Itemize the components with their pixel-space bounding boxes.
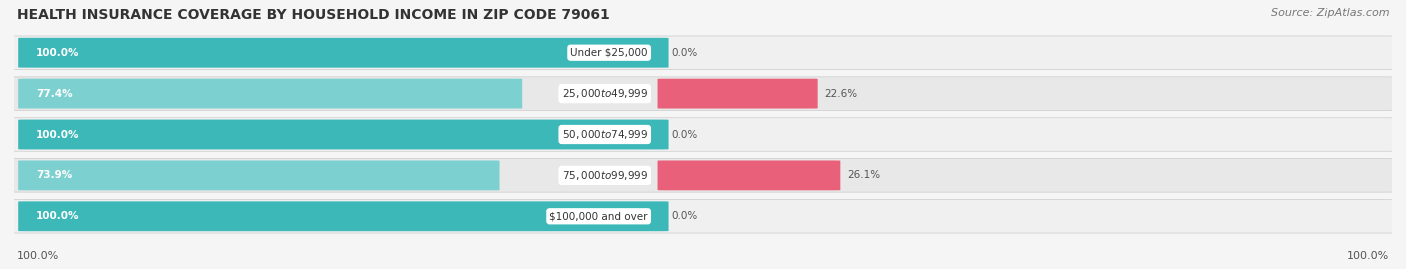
Text: HEALTH INSURANCE COVERAGE BY HOUSEHOLD INCOME IN ZIP CODE 79061: HEALTH INSURANCE COVERAGE BY HOUSEHOLD I… <box>17 8 610 22</box>
FancyBboxPatch shape <box>7 36 1399 69</box>
Text: 26.1%: 26.1% <box>848 170 880 180</box>
FancyBboxPatch shape <box>7 200 1399 233</box>
Text: $75,000 to $99,999: $75,000 to $99,999 <box>561 169 648 182</box>
Text: $25,000 to $49,999: $25,000 to $49,999 <box>561 87 648 100</box>
FancyBboxPatch shape <box>18 38 669 68</box>
FancyBboxPatch shape <box>18 161 499 190</box>
Text: 100.0%: 100.0% <box>1347 251 1389 261</box>
Text: 0.0%: 0.0% <box>671 48 697 58</box>
FancyBboxPatch shape <box>18 79 522 108</box>
FancyBboxPatch shape <box>658 161 841 190</box>
Text: 100.0%: 100.0% <box>17 251 59 261</box>
Text: $100,000 and over: $100,000 and over <box>550 211 648 221</box>
Text: 100.0%: 100.0% <box>37 129 80 140</box>
FancyBboxPatch shape <box>7 159 1399 192</box>
FancyBboxPatch shape <box>658 79 818 108</box>
Text: 73.9%: 73.9% <box>37 170 72 180</box>
Text: 77.4%: 77.4% <box>37 89 73 99</box>
Text: 100.0%: 100.0% <box>37 211 80 221</box>
Text: $50,000 to $74,999: $50,000 to $74,999 <box>561 128 648 141</box>
Text: 0.0%: 0.0% <box>671 211 697 221</box>
Text: 100.0%: 100.0% <box>37 48 80 58</box>
FancyBboxPatch shape <box>18 120 669 149</box>
Text: Source: ZipAtlas.com: Source: ZipAtlas.com <box>1271 8 1389 18</box>
FancyBboxPatch shape <box>7 77 1399 110</box>
Text: Under $25,000: Under $25,000 <box>571 48 648 58</box>
FancyBboxPatch shape <box>7 118 1399 151</box>
Text: 0.0%: 0.0% <box>671 129 697 140</box>
FancyBboxPatch shape <box>18 201 669 231</box>
Text: 22.6%: 22.6% <box>824 89 858 99</box>
